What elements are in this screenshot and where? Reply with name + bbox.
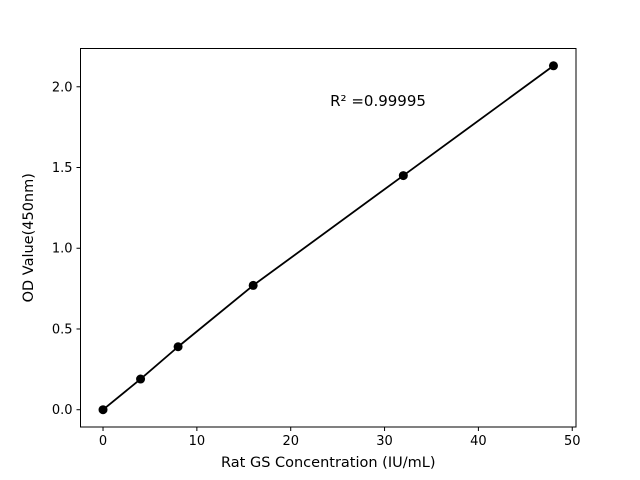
x-tick-label: 40: [470, 434, 487, 449]
data-point: [98, 405, 108, 415]
data-point: [398, 171, 408, 181]
y-tick-label: 1.5: [52, 161, 73, 176]
x-tick-label: 30: [376, 434, 393, 449]
r-squared-annotation: R² =0.99995: [330, 92, 426, 110]
y-tick-label: 2.0: [52, 80, 73, 95]
x-tick-label: 0: [99, 434, 107, 449]
x-axis-label: Rat GS Concentration (IU/mL): [221, 455, 435, 471]
y-tick-label: 0.5: [52, 322, 73, 337]
y-tick-label: 1.0: [52, 242, 73, 257]
data-point: [248, 280, 258, 290]
data-line: [102, 65, 555, 411]
data-point: [136, 374, 146, 384]
data-point: [173, 342, 183, 352]
y-tick-label: 0.0: [52, 403, 73, 418]
x-tick-label: 10: [189, 434, 206, 449]
x-tick-label: 50: [564, 434, 581, 449]
axes-box: [80, 48, 577, 428]
x-tick-label: 20: [282, 434, 299, 449]
y-axis-label: OD Value(450nm): [21, 173, 37, 302]
data-point: [548, 61, 558, 71]
